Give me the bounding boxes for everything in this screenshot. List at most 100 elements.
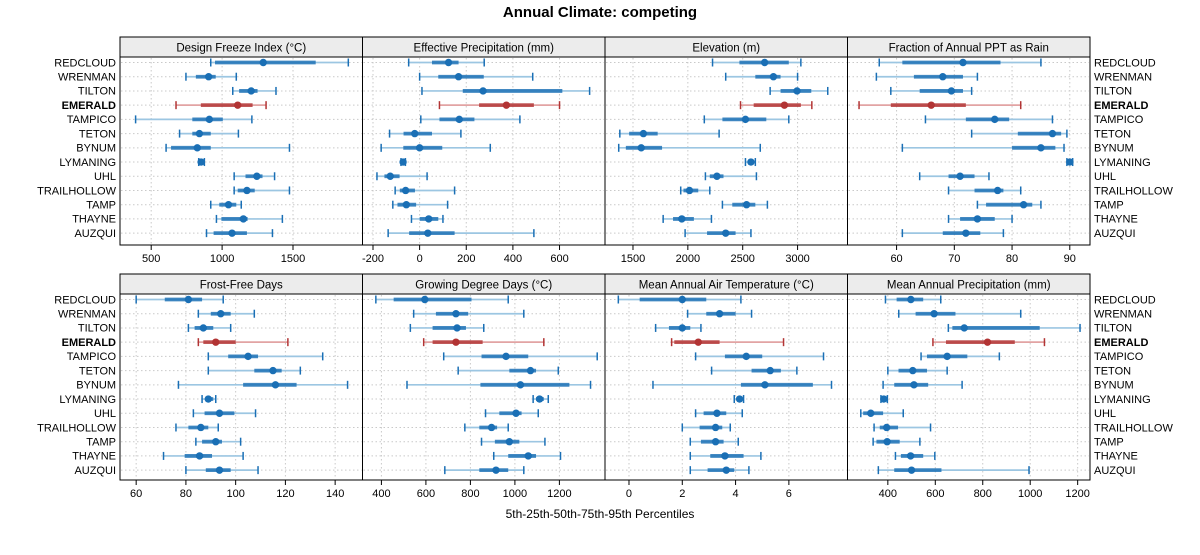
median-dot — [742, 201, 751, 209]
panel-background — [847, 57, 1090, 245]
median-dot — [526, 366, 535, 375]
median-dot — [401, 186, 410, 195]
station-label-right: TAMPICO — [1094, 351, 1144, 363]
station-label-left: BYNUM — [76, 380, 116, 392]
station-label-right: TAMP — [1094, 200, 1124, 212]
x-axis-tick-label: 2000 — [676, 253, 700, 265]
x-axis-tick-label: 800 — [974, 488, 992, 500]
station-label-right: TRAILHOLLOW — [1094, 422, 1173, 434]
panel-background — [362, 57, 605, 245]
median-dot — [415, 144, 424, 152]
median-dot — [939, 73, 947, 81]
median-dot — [386, 172, 394, 180]
median-dot — [234, 101, 242, 109]
median-dot — [224, 201, 233, 209]
median-dot — [479, 87, 487, 95]
station-label-right: TILTON — [1094, 323, 1132, 335]
median-dot — [993, 186, 1002, 195]
median-dot — [247, 87, 255, 95]
station-label-right: TILTON — [1094, 86, 1132, 98]
median-dot — [713, 172, 721, 180]
station-label-left: TAMP — [86, 437, 116, 449]
median-dot — [711, 438, 720, 446]
median-dot — [711, 423, 720, 432]
station-label-right: BYNUM — [1094, 380, 1134, 392]
station-label-left: AUZQUI — [74, 465, 116, 477]
x-axis-tick-label: 500 — [142, 253, 160, 265]
median-dot — [962, 229, 970, 237]
station-label-right: REDCLOUD — [1094, 57, 1156, 69]
station-label-right: UHL — [1094, 171, 1116, 183]
panel-title: Fraction of Annual PPT as Rain — [889, 43, 1049, 55]
panel-title: Frost-Free Days — [200, 280, 283, 292]
panel-strip — [847, 273, 1091, 295]
panel-background — [847, 294, 1090, 480]
median-dot — [882, 423, 891, 432]
x-axis-tick-label: 60 — [890, 253, 902, 265]
median-dot — [880, 395, 888, 403]
median-dot — [694, 338, 702, 346]
median-dot — [930, 310, 938, 318]
station-label-right: UHL — [1094, 408, 1116, 420]
x-axis-tick-label: 80 — [180, 488, 192, 500]
median-dot — [1066, 158, 1074, 166]
median-dot — [204, 73, 213, 81]
median-dot — [215, 466, 224, 474]
median-dot — [927, 101, 935, 109]
median-dot — [780, 101, 789, 109]
median-dot — [243, 186, 251, 195]
median-dot — [947, 87, 956, 95]
median-dot — [747, 158, 755, 166]
station-label-right: LYMANING — [1094, 394, 1151, 406]
x-axis-tick-label: 2500 — [730, 253, 754, 265]
x-axis-tick-label: 60 — [130, 488, 142, 500]
median-dot — [454, 73, 463, 81]
x-axis-tick-label: -200 — [362, 253, 384, 265]
median-dot — [502, 352, 510, 361]
station-label-right: BYNUM — [1094, 143, 1134, 155]
station-label-left: TILTON — [78, 323, 116, 335]
median-dot — [424, 229, 432, 237]
median-dot — [959, 58, 967, 67]
station-label-left: TAMPICO — [67, 351, 117, 363]
panel-strip — [847, 36, 1091, 58]
median-dot — [184, 295, 193, 304]
median-dot — [524, 452, 532, 460]
station-label-right: WRENMAN — [1094, 72, 1152, 84]
median-dot — [453, 324, 461, 332]
x-axis-tick-label: 120 — [276, 488, 294, 500]
station-label-right: THAYNE — [1094, 451, 1138, 463]
percentiles-caption: 5th-25th-50th-75th-95th Percentiles — [505, 507, 695, 521]
median-dot — [960, 324, 968, 332]
x-axis-tick-label: 1000 — [210, 253, 234, 265]
panel-background — [120, 294, 363, 480]
station-label-left: UHL — [94, 171, 116, 183]
median-dot — [512, 409, 520, 417]
median-dot — [271, 381, 280, 389]
station-label-right: THAYNE — [1094, 214, 1138, 226]
x-axis-tick-label: 80 — [1006, 253, 1018, 265]
median-dot — [197, 423, 205, 432]
station-label-right: REDCLOUD — [1094, 294, 1156, 306]
median-dot — [1037, 144, 1045, 152]
x-axis-tick-label: 400 — [504, 253, 522, 265]
median-dot — [907, 295, 915, 304]
x-axis-tick-label: 600 — [550, 253, 568, 265]
median-dot — [215, 409, 224, 417]
x-axis-tick-label: 6 — [786, 488, 792, 500]
median-dot — [195, 129, 204, 138]
panel-background — [120, 57, 363, 245]
median-dot — [867, 409, 875, 417]
station-label-left: TAMP — [86, 200, 116, 212]
x-axis-tick-label: 2 — [679, 488, 685, 500]
x-axis-tick-label: 1000 — [1018, 488, 1042, 500]
median-dot — [760, 58, 769, 67]
station-label-left: LYMANING — [59, 394, 116, 406]
median-dot — [193, 144, 201, 152]
median-dot — [769, 73, 778, 81]
median-dot — [421, 295, 429, 304]
station-label-left: EMERALD — [62, 100, 116, 112]
median-dot — [907, 466, 916, 474]
median-dot — [399, 158, 407, 166]
page-title: Annual Climate: competing — [502, 4, 698, 21]
